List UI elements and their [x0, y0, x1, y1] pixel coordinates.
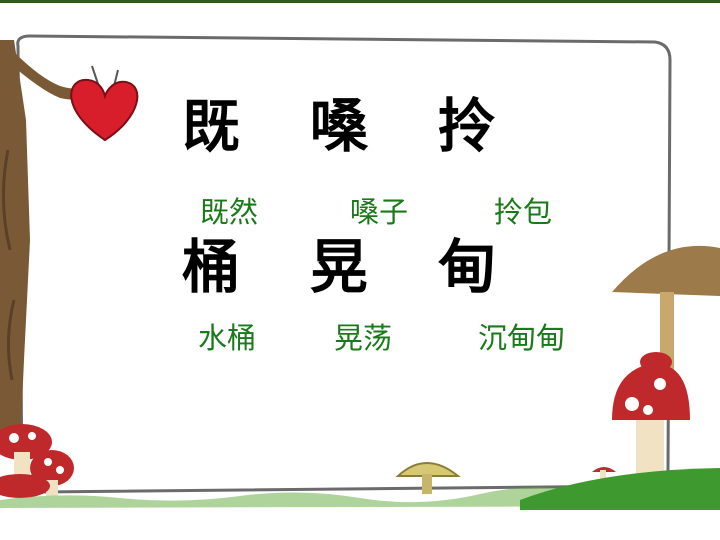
word-sangzi: 嗓子 — [350, 195, 409, 229]
word-jiran: 既然 — [200, 195, 259, 229]
mushroom-right-icon — [592, 245, 720, 480]
word-linbao: 拎包 — [494, 195, 553, 229]
character-dian: 甸 — [438, 233, 497, 301]
character-huang: 晃 — [310, 233, 369, 301]
word-shuitong: 水桶 — [198, 321, 257, 355]
word-huangdang: 晃荡 — [334, 321, 393, 355]
character-sang: 嗓 — [310, 92, 369, 160]
heart-sign-icon — [70, 65, 139, 142]
top-border-line — [0, 0, 720, 3]
character-tong: 桶 — [182, 233, 241, 301]
grass-strip — [0, 468, 720, 540]
character-ji: 既 — [182, 92, 241, 160]
mushroom-left-icon — [0, 424, 74, 498]
character-lin: 拎 — [438, 92, 497, 160]
word-chendiandian: 沉甸甸 — [478, 321, 566, 355]
mushroom-middle-icon — [395, 462, 461, 498]
